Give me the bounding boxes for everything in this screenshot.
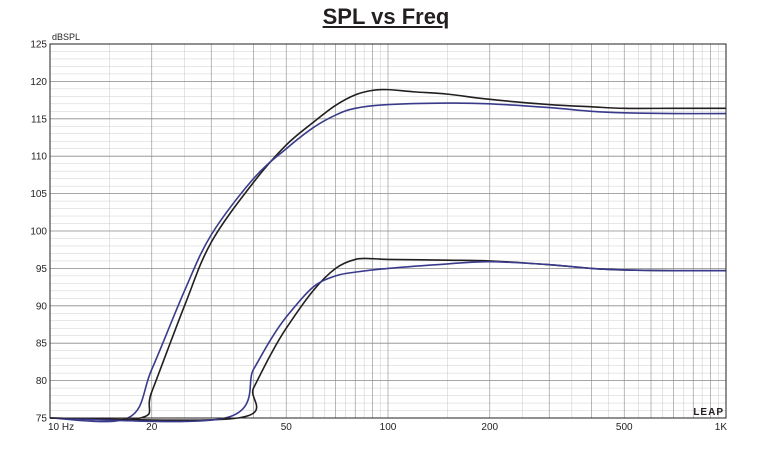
y-tick-label: 115 — [31, 114, 47, 125]
x-tick-label: 100 — [380, 422, 397, 433]
chart-title: SPL vs Freq — [322, 4, 450, 29]
series-layer — [49, 88, 727, 423]
y-tick-label: 105 — [30, 189, 47, 200]
x-tick-label: 20 — [146, 422, 158, 433]
x-tick-label: 10 Hz — [48, 422, 74, 433]
y-tick-label: 120 — [30, 77, 47, 88]
x-tick-label: 200 — [481, 422, 498, 433]
grid-major — [50, 44, 726, 418]
y-tick-label: 75 — [36, 414, 48, 425]
x-axis: 10 Hz 20 50 100 200 500 1K — [48, 422, 727, 433]
y-tick-label: 100 — [30, 227, 47, 238]
y-tick-label: 125 — [30, 40, 47, 51]
y-tick-label: 90 — [36, 301, 48, 312]
series-line-4 — [49, 260, 727, 423]
y-tick-label: 85 — [36, 339, 48, 350]
leap-watermark: LEAP — [693, 407, 724, 418]
x-tick-label: 1K — [715, 422, 728, 433]
y-tick-label: 95 — [36, 264, 48, 275]
y-axis-label: dBSPL — [52, 32, 80, 42]
y-tick-label: 110 — [31, 152, 47, 163]
x-tick-label: 50 — [281, 422, 293, 433]
series-line-1 — [49, 88, 726, 421]
plot-frame — [49, 43, 727, 419]
y-tick-label: 80 — [36, 376, 48, 387]
series-line-2 — [49, 102, 727, 423]
y-axis: 75 80 85 90 95 100 105 110 115 120 125 — [30, 40, 47, 425]
x-tick-label: 500 — [616, 422, 633, 433]
